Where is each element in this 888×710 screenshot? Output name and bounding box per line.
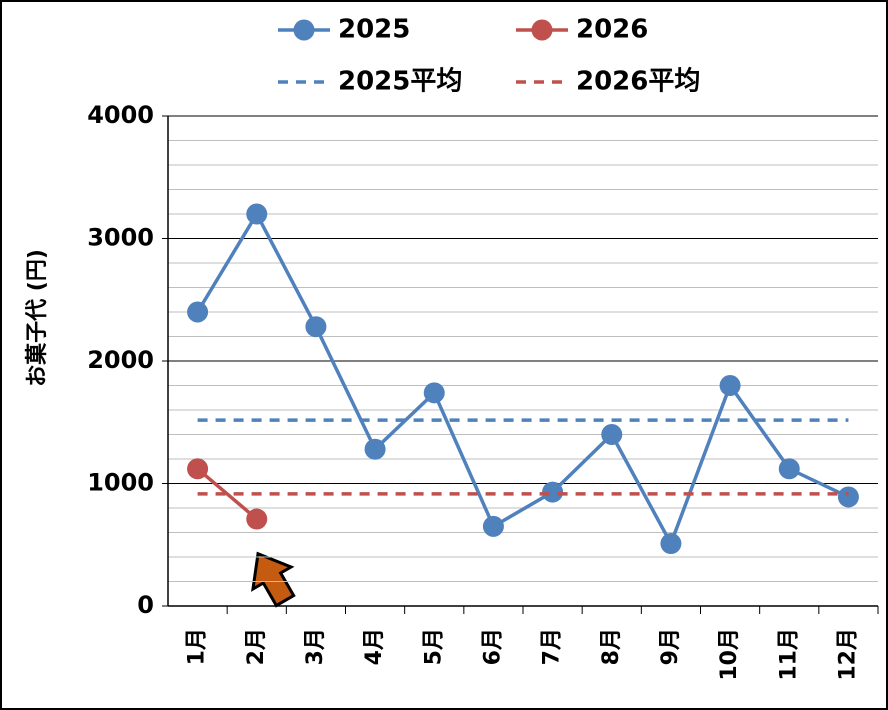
x-tick-label: 10月	[717, 628, 742, 681]
x-tick-label: 7月	[540, 628, 565, 665]
y-tick-label: 0	[137, 591, 154, 619]
y-axis-label: お菓子代 (円)	[24, 249, 50, 387]
legend-marker	[531, 19, 553, 41]
data-point	[423, 382, 445, 404]
data-point	[246, 203, 268, 225]
x-tick-label: 5月	[421, 628, 446, 665]
x-tick-label: 3月	[303, 628, 328, 665]
series-line	[196, 210, 850, 548]
y-tick-label: 3000	[87, 224, 154, 252]
x-tick-label: 12月	[835, 628, 860, 681]
legend-marker	[293, 19, 315, 41]
y-tick-label: 1000	[87, 469, 154, 497]
data-point	[305, 316, 327, 338]
data-point	[837, 486, 859, 508]
y-tick-label: 2000	[87, 346, 154, 374]
y-tick-label: 4000	[87, 101, 154, 129]
legend-label: 2025平均	[338, 67, 462, 97]
data-point	[187, 301, 209, 323]
data-point	[187, 458, 209, 480]
legend-label: 2026平均	[576, 67, 700, 97]
data-point	[542, 481, 564, 503]
x-tick-label: 8月	[599, 628, 624, 665]
x-tick-label: 6月	[480, 628, 505, 665]
x-tick-label: 9月	[658, 628, 683, 665]
data-point	[246, 508, 268, 530]
data-point	[778, 458, 800, 480]
data-point	[719, 375, 741, 396]
arrow-shape	[251, 551, 296, 608]
legend-label: 2025	[338, 15, 410, 45]
x-tick-label: 11月	[776, 628, 801, 681]
legend-label: 2026	[576, 15, 648, 45]
annotation-arrow	[251, 551, 296, 608]
data-point	[364, 438, 386, 460]
data-point	[660, 533, 682, 555]
series-line	[196, 467, 258, 521]
data-point	[482, 515, 504, 537]
x-tick-label: 1月	[185, 628, 210, 665]
x-tick-label: 2月	[244, 628, 269, 665]
data-point	[601, 424, 623, 445]
x-tick-label: 4月	[362, 628, 387, 665]
